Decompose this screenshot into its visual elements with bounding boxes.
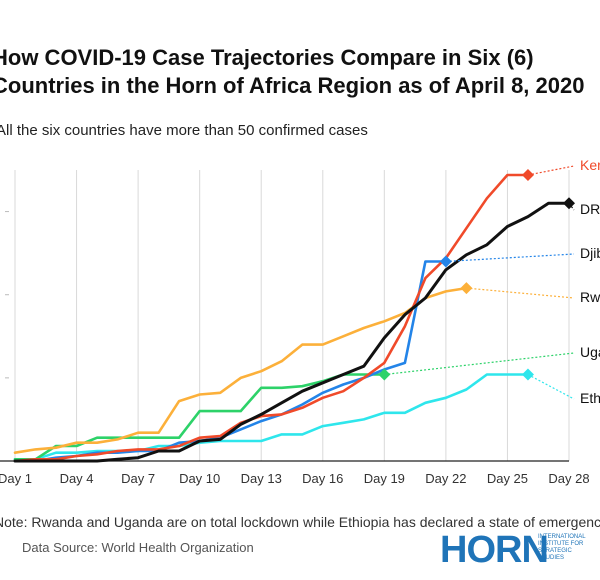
footnote: Note: Rwanda and Uganda are on total loc…: [0, 514, 600, 530]
x-tick-label: Day 1: [0, 471, 32, 486]
series-label-uganda: Uga: [580, 344, 600, 360]
logo-subtitle: INTERNATIONAL INSTITUTE FOR STRATEGIC ST…: [538, 534, 586, 561]
x-tick-label: Day 13: [241, 471, 282, 486]
series-line-drc: [13, 201, 571, 463]
leader-line-djibouti: [445, 253, 575, 263]
x-axis: Day 1 Day 4 Day 7 Day 10 Day 13 Day 16 Day 19 D…: [0, 460, 590, 486]
leader-line-kenya: [527, 165, 575, 176]
x-tick-label: Day 10: [179, 471, 220, 486]
x-tick-label: Day 7: [121, 471, 155, 486]
end-marker-rwanda: [460, 282, 473, 295]
series-line-rwanda: [13, 286, 468, 454]
line-chart: Day 1 Day 4 Day 7 Day 10 Day 13 Day 16 Day 19 D…: [0, 157, 600, 486]
series-label-djibouti: Djib: [580, 245, 600, 261]
x-tick-label: Day 25: [487, 471, 528, 486]
series-line-ethiopia: [13, 373, 530, 461]
x-tick-label: Day 22: [425, 471, 466, 486]
series-label-rwanda: Rwa: [580, 289, 600, 305]
chart-subtitle: All the six countries have more than 50 …: [0, 122, 368, 139]
end-marker-ethiopia: [521, 368, 534, 381]
series-label-drc: DRC: [580, 201, 600, 217]
chart-title: How COVID-19 Case Trajectories Compare i…: [0, 45, 585, 98]
series-label-ethiopia: Eth: [580, 390, 600, 406]
series-labels: Eth Uga Rwa Djib Ken DRC: [378, 157, 600, 406]
series-label-kenya: Ken: [580, 157, 600, 173]
data-source: Data Source: World Health Organization: [22, 540, 254, 555]
grid-lines: [5, 170, 570, 462]
end-marker-kenya: [521, 168, 534, 181]
leader-line-rwanda: [466, 287, 575, 299]
end-marker-drc: [563, 197, 575, 210]
leader-line-ethiopia: [527, 374, 575, 400]
x-tick-label: Day 4: [60, 471, 94, 486]
leader-line-uganda: [384, 352, 575, 376]
end-marker-djibouti: [439, 255, 452, 268]
series-lines: [13, 173, 571, 463]
end-marker-uganda: [378, 368, 391, 381]
x-tick-label: Day 16: [302, 471, 343, 486]
x-tick-label: Day 28: [548, 471, 589, 486]
x-tick-label: Day 19: [364, 471, 405, 486]
logo-word: HORN: [440, 529, 549, 571]
